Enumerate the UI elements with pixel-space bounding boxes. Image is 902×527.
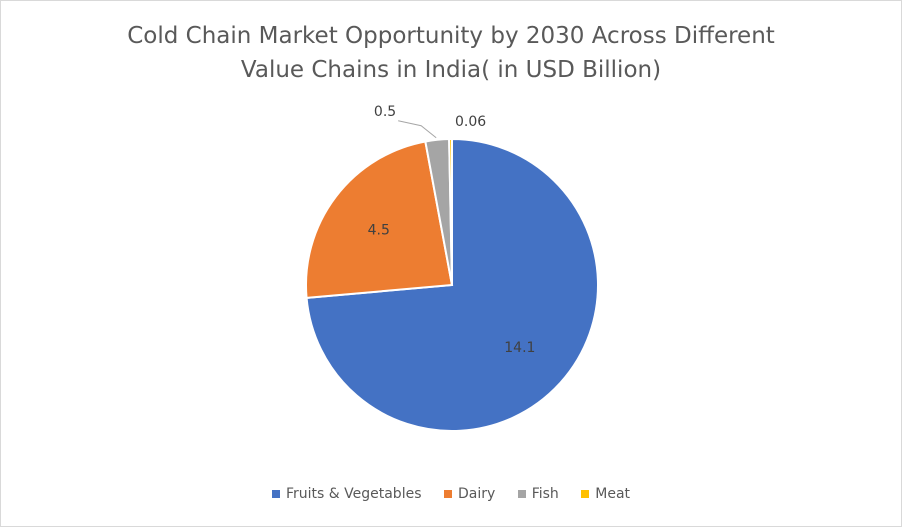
legend-swatch — [271, 490, 280, 498]
legend-label: Fruits & Vegetables — [285, 486, 422, 502]
legend-item-dairy: Dairy — [443, 486, 496, 502]
legend-item-fruits-vegetables: Fruits & Vegetables — [271, 486, 422, 502]
data-label-fish: 0.5 — [374, 104, 396, 120]
legend-swatch — [581, 490, 590, 498]
legend-item-fish: Fish — [517, 486, 559, 502]
legend-label: Dairy — [457, 486, 496, 502]
data-label-fruits-vegetables: 14.1 — [504, 340, 535, 356]
chart-legend: Fruits & Vegetables Dairy Fish Meat — [1, 486, 901, 502]
data-label-meat: 0.06 — [455, 114, 486, 130]
chart-title: Cold Chain Market Opportunity by 2030 Ac… — [1, 19, 901, 87]
leader-line-fish — [398, 120, 437, 139]
data-label-dairy: 4.5 — [368, 222, 390, 238]
pie-slice-meat — [448, 137, 453, 286]
legend-label: Fish — [531, 486, 559, 502]
legend-swatch — [443, 490, 452, 498]
legend-item-meat: Meat — [581, 486, 630, 502]
legend-swatch — [517, 490, 526, 498]
legend-label: Meat — [595, 486, 631, 502]
chart-title-line2: Value Chains in India( in USD Billion) — [240, 57, 662, 83]
pie-slice-dairy — [305, 140, 454, 299]
chart-title-line1: Cold Chain Market Opportunity by 2030 Ac… — [127, 23, 775, 49]
